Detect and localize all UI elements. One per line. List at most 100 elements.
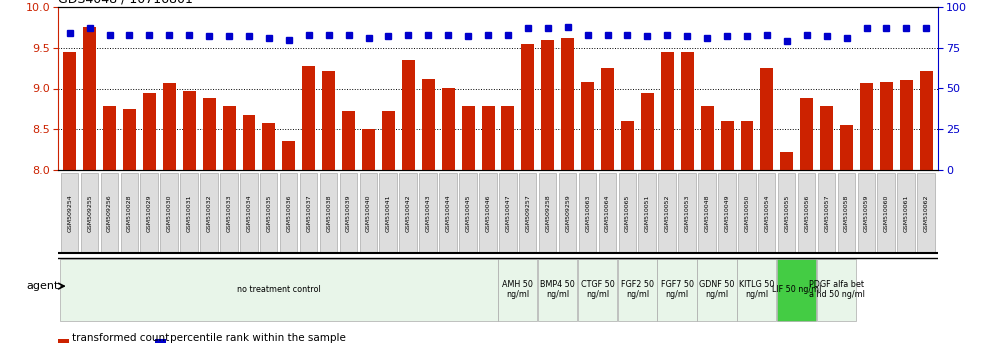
Bar [343, 111, 356, 170]
Bar [162, 83, 175, 170]
FancyBboxPatch shape [657, 259, 697, 321]
Text: GSM510040: GSM510040 [366, 195, 372, 232]
Bar [363, 129, 374, 170]
Text: GSM510047: GSM510047 [505, 194, 511, 232]
Text: transformed count: transformed count [73, 333, 169, 343]
Text: GSM510059: GSM510059 [864, 195, 870, 232]
Bar [841, 125, 853, 170]
Text: GSM510051: GSM510051 [644, 195, 650, 232]
Bar [622, 121, 633, 170]
Text: GDS4048 / 10716801: GDS4048 / 10716801 [58, 0, 192, 6]
Bar [920, 70, 932, 170]
Text: GSM510052: GSM510052 [664, 195, 670, 232]
Bar [243, 115, 256, 170]
FancyBboxPatch shape [917, 173, 935, 253]
Text: GSM510063: GSM510063 [585, 195, 591, 232]
FancyBboxPatch shape [718, 173, 736, 253]
Bar [681, 52, 693, 170]
Text: GSM509256: GSM509256 [107, 194, 113, 232]
Bar [283, 141, 296, 170]
Bar [303, 66, 315, 170]
FancyBboxPatch shape [260, 173, 278, 253]
Bar [780, 152, 793, 170]
FancyBboxPatch shape [838, 173, 856, 253]
Text: GSM510041: GSM510041 [385, 195, 391, 232]
Bar [84, 27, 97, 170]
Text: GSM510060: GSM510060 [883, 195, 889, 232]
Text: GSM510043: GSM510043 [425, 194, 431, 232]
FancyBboxPatch shape [419, 173, 437, 253]
Text: GSM510032: GSM510032 [206, 194, 212, 232]
FancyBboxPatch shape [538, 259, 578, 321]
FancyBboxPatch shape [579, 173, 597, 253]
Bar [222, 107, 235, 170]
FancyBboxPatch shape [798, 173, 816, 253]
Text: GSM510034: GSM510034 [246, 194, 252, 232]
FancyBboxPatch shape [479, 173, 497, 253]
Text: PDGF alfa bet
a hd 50 ng/ml: PDGF alfa bet a hd 50 ng/ml [809, 280, 865, 299]
FancyBboxPatch shape [777, 259, 817, 321]
Text: GSM510042: GSM510042 [405, 194, 411, 232]
Bar [104, 107, 116, 170]
Bar [124, 109, 135, 170]
Bar [720, 121, 733, 170]
FancyBboxPatch shape [559, 173, 577, 253]
Text: GSM510048: GSM510048 [704, 195, 710, 232]
Bar [502, 107, 515, 170]
FancyBboxPatch shape [738, 173, 756, 253]
Text: GSM510039: GSM510039 [346, 194, 352, 232]
FancyBboxPatch shape [658, 173, 676, 253]
FancyBboxPatch shape [220, 173, 238, 253]
FancyBboxPatch shape [818, 173, 836, 253]
FancyBboxPatch shape [379, 173, 397, 253]
Text: GSM509255: GSM509255 [87, 194, 93, 232]
Bar [542, 40, 554, 170]
Text: no treatment control: no treatment control [237, 285, 321, 294]
FancyBboxPatch shape [459, 173, 477, 253]
Text: GSM510046: GSM510046 [485, 195, 491, 232]
Bar [143, 93, 155, 170]
FancyBboxPatch shape [678, 173, 696, 253]
Text: percentile rank within the sample: percentile rank within the sample [170, 333, 346, 343]
FancyBboxPatch shape [638, 173, 656, 253]
Text: GSM510037: GSM510037 [306, 194, 312, 232]
Text: GSM510035: GSM510035 [266, 195, 272, 232]
Text: GDNF 50
ng/ml: GDNF 50 ng/ml [699, 280, 735, 299]
FancyBboxPatch shape [240, 173, 258, 253]
Text: GSM510065: GSM510065 [624, 195, 630, 232]
Text: AMH 50
ng/ml: AMH 50 ng/ml [503, 280, 533, 299]
Bar [562, 38, 574, 170]
Text: GSM510044: GSM510044 [445, 194, 451, 232]
FancyBboxPatch shape [698, 173, 716, 253]
Text: GSM510062: GSM510062 [923, 195, 929, 232]
FancyBboxPatch shape [101, 173, 119, 253]
Text: GSM510054: GSM510054 [764, 195, 770, 232]
FancyBboxPatch shape [737, 259, 777, 321]
Text: GSM510036: GSM510036 [286, 195, 292, 232]
FancyBboxPatch shape [180, 173, 198, 253]
Bar [860, 83, 872, 170]
Bar [761, 68, 773, 170]
FancyBboxPatch shape [360, 173, 377, 253]
Bar [263, 123, 275, 170]
FancyBboxPatch shape [817, 259, 857, 321]
Bar [661, 52, 673, 170]
Bar [602, 68, 614, 170]
Bar [801, 98, 813, 170]
Text: GSM510055: GSM510055 [784, 195, 790, 232]
Text: GSM510030: GSM510030 [166, 195, 172, 232]
FancyBboxPatch shape [200, 173, 218, 253]
Text: GSM510064: GSM510064 [605, 195, 611, 232]
FancyBboxPatch shape [758, 173, 776, 253]
FancyBboxPatch shape [499, 173, 517, 253]
Text: BMP4 50
ng/ml: BMP4 50 ng/ml [541, 280, 575, 299]
Text: GSM509254: GSM509254 [67, 194, 73, 232]
Text: CTGF 50
ng/ml: CTGF 50 ng/ml [581, 280, 615, 299]
FancyBboxPatch shape [877, 173, 895, 253]
FancyBboxPatch shape [160, 173, 178, 253]
FancyBboxPatch shape [399, 173, 417, 253]
Bar [641, 93, 653, 170]
Text: GSM510057: GSM510057 [824, 195, 830, 232]
Bar [741, 121, 753, 170]
Bar [820, 107, 833, 170]
